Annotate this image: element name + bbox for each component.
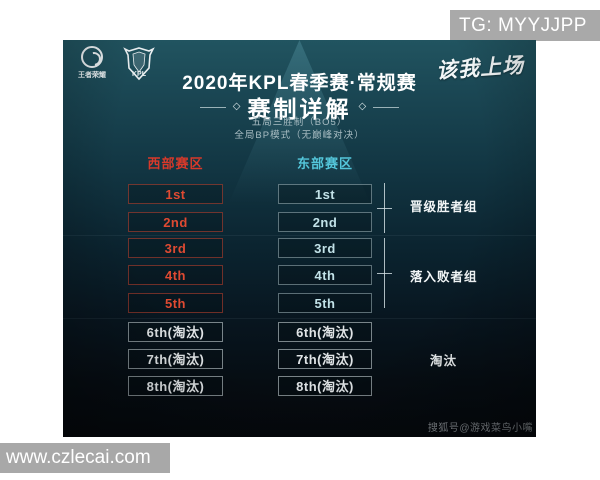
rank-cell-east-6: 6th(淘汰): [278, 322, 372, 342]
rank-cell-west-3: 3rd: [128, 238, 223, 258]
rank-cell-west-2: 2nd: [128, 212, 223, 232]
bracket-tick: [377, 273, 392, 274]
honor-of-kings-logo: 王者荣耀: [75, 46, 109, 80]
bracket-winners-group: [377, 183, 392, 233]
kpl-shield-icon: KPL: [123, 47, 155, 81]
group-label-eliminated: 淘汰: [430, 354, 458, 368]
svg-text:KPL: KPL: [132, 71, 147, 78]
tg-watermark-badge: TG: MYYJJPP: [450, 10, 600, 41]
rank-cell-east-3: 3rd: [278, 238, 372, 258]
rank-cell-east-4: 4th: [278, 265, 372, 285]
logo-group: 王者荣耀 KPL: [75, 46, 159, 82]
sohu-credit-watermark: 搜狐号@游戏菜鸟小嘴: [427, 423, 533, 434]
rule-line-1: 五局三胜制（BO5）: [251, 117, 348, 128]
column-header-west: 西部赛区: [147, 156, 204, 171]
diamond-icon: ◇: [358, 101, 367, 112]
group-label-winners: 晋级胜者组: [410, 200, 478, 214]
rank-cell-west-7: 7th(淘汰): [128, 349, 223, 369]
rank-cell-east-5: 5th: [278, 293, 372, 313]
diamond-icon: ◇: [232, 101, 241, 112]
group-divider: [63, 235, 536, 236]
rank-cell-east-8: 8th(淘汰): [278, 376, 372, 396]
group-label-losers: 落入败者组: [410, 270, 478, 284]
rank-cell-west-6: 6th(淘汰): [128, 322, 223, 342]
subtitle-right-line: [373, 106, 400, 108]
group-divider: [63, 318, 536, 319]
bracket-losers-group: [377, 238, 392, 308]
subtitle-left-line: [199, 106, 226, 108]
bracket-tick: [377, 208, 392, 209]
rule-line-2: 全局BP模式（无巅峰对决）: [234, 130, 365, 141]
rank-cell-west-1: 1st: [128, 184, 223, 204]
poster-subtitle: 赛制详解: [247, 96, 352, 122]
rank-cell-west-8: 8th(淘汰): [128, 376, 223, 396]
site-watermark-badge: www.czlecai.com: [0, 443, 170, 473]
rank-cell-west-4: 4th: [128, 265, 223, 285]
subtitle-row: ◇ 赛制详解 ◇: [63, 90, 536, 124]
rank-cell-east-7: 7th(淘汰): [278, 349, 372, 369]
column-header-east: 东部赛区: [296, 156, 353, 171]
poster-title: 2020年KPL春季赛·常规赛: [182, 73, 417, 94]
poster-panel: 王者荣耀 KPL 该我上场 2020年KPL春季赛·常规赛 ◇ 赛制详解 ◇ 五…: [63, 40, 536, 437]
honor-of-kings-logo-text: 王者荣耀: [78, 72, 106, 79]
kpl-shield-logo: KPL: [119, 46, 159, 82]
honor-of-kings-swirl-icon: [81, 46, 103, 68]
rank-cell-east-1: 1st: [278, 184, 372, 204]
rank-cell-west-5: 5th: [128, 293, 223, 313]
rank-cell-east-2: 2nd: [278, 212, 372, 232]
